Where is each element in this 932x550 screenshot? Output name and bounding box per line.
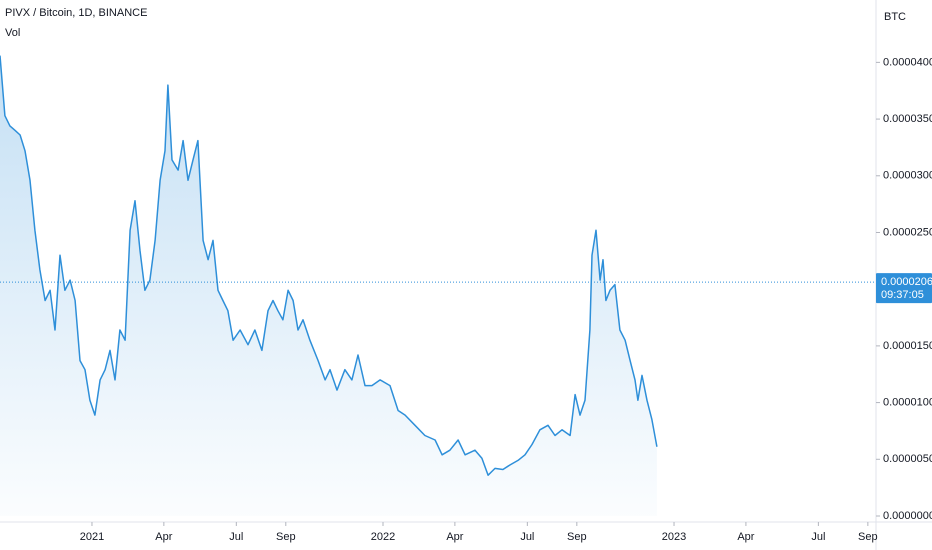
last-price-box <box>876 273 932 304</box>
x-tick-label: Sep <box>276 531 296 543</box>
x-tick-label: 2023 <box>662 531 686 543</box>
x-tick-label: 2022 <box>371 531 395 543</box>
price-line <box>0 55 658 476</box>
x-tick-label: Jul <box>520 531 534 543</box>
chart-title: PIVX / Bitcoin, 1D, BINANCE <box>5 7 147 19</box>
x-tick-label: 2021 <box>80 531 104 543</box>
countdown-label: 09:37:05 <box>881 289 924 301</box>
y-tick-label: 0.00004000 <box>883 56 932 68</box>
x-tick-label: Sep <box>567 531 587 543</box>
last-price-label: 0.00002062 <box>881 276 932 288</box>
volume-label: Vol <box>5 27 20 39</box>
x-tick-label: Sep <box>858 531 878 543</box>
y-axis-label: BTC <box>884 11 906 23</box>
area-fill <box>0 55 657 516</box>
x-tick-label: Apr <box>446 531 463 543</box>
x-tick-label: Jul <box>811 531 825 543</box>
x-tick-label: Apr <box>155 531 172 543</box>
x-tick-label: Apr <box>737 531 754 543</box>
x-tick-label: Jul <box>229 531 243 543</box>
